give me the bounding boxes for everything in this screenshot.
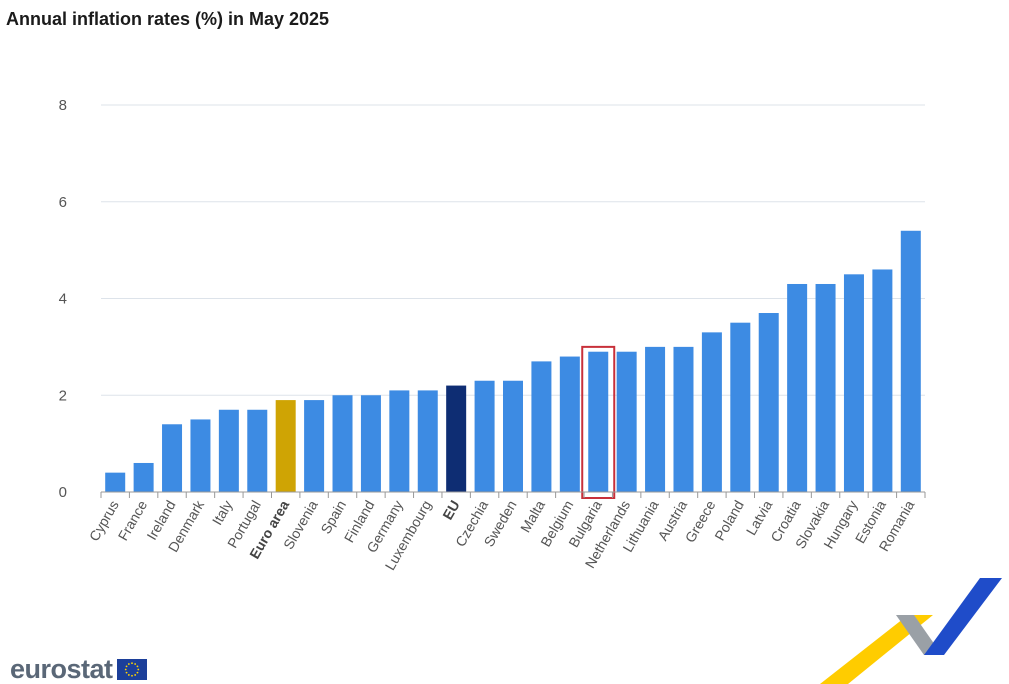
highlight-box <box>581 345 616 499</box>
eurostat-logo: eurostat <box>10 654 147 684</box>
bar-czechia[interactable] <box>474 380 495 492</box>
bar-estonia[interactable] <box>872 269 893 492</box>
bar-euro-area[interactable] <box>275 400 296 492</box>
flag-star <box>124 668 127 670</box>
bar-malta[interactable] <box>531 361 552 492</box>
bar-portugal[interactable] <box>247 409 268 492</box>
bar-cyprus[interactable] <box>105 472 126 492</box>
bar-belgium[interactable] <box>559 356 580 492</box>
chart-title: Annual inflation rates (%) in May 2025 <box>6 9 330 29</box>
decorative-swoosh-icon <box>820 578 1002 684</box>
flag-star <box>133 662 136 665</box>
eu-flag-icon <box>116 658 147 680</box>
flag-star <box>125 671 127 674</box>
bar-hungary[interactable] <box>843 274 864 492</box>
x-axis <box>100 491 926 498</box>
bar-france[interactable] <box>133 462 154 492</box>
bar-luxembourg[interactable] <box>417 390 438 492</box>
y-tick-label: 2 <box>59 387 67 404</box>
flag-star <box>130 674 133 677</box>
bar-denmark[interactable] <box>190 419 211 492</box>
flag-star <box>130 661 133 664</box>
y-tick-label: 6 <box>59 194 67 211</box>
x-tick-label: Italy <box>209 498 236 528</box>
bar-eu[interactable] <box>446 385 467 492</box>
bar-croatia[interactable] <box>787 283 808 492</box>
bar-sweden[interactable] <box>503 380 523 492</box>
bar-slovakia[interactable] <box>815 283 836 492</box>
bar-latvia[interactable] <box>758 313 779 492</box>
flag-star <box>136 668 139 670</box>
y-tick-label: 8 <box>59 97 67 114</box>
flag-star <box>133 673 136 676</box>
bar-ireland[interactable] <box>162 424 183 492</box>
y-axis-ticks: 0 2 4 6 8 <box>59 97 67 501</box>
bar-lithuania[interactable] <box>645 346 666 492</box>
flag-star <box>127 662 130 665</box>
bar-spain[interactable] <box>332 395 353 492</box>
bar-finland[interactable] <box>360 395 381 492</box>
y-tick-label: 4 <box>59 291 67 308</box>
bars <box>105 230 921 499</box>
flag-star <box>127 673 130 676</box>
bar-poland[interactable] <box>730 322 751 492</box>
bar-austria[interactable] <box>673 346 694 492</box>
bar-italy[interactable] <box>218 409 239 492</box>
bar-bulgaria[interactable] <box>588 351 609 492</box>
flag-star <box>125 664 127 667</box>
bar-greece[interactable] <box>701 332 722 492</box>
logo-text: eurostat <box>10 654 113 684</box>
flag-star <box>136 664 138 667</box>
bar-netherlands[interactable] <box>616 351 637 492</box>
bar-romania[interactable] <box>900 230 921 492</box>
bar-slovenia[interactable] <box>304 400 325 492</box>
x-tick-label: EU <box>439 498 463 523</box>
x-tick-label: Poland <box>711 498 747 544</box>
bar-germany[interactable] <box>389 390 410 492</box>
y-tick-label: 0 <box>59 484 67 501</box>
flag-star <box>136 671 138 674</box>
